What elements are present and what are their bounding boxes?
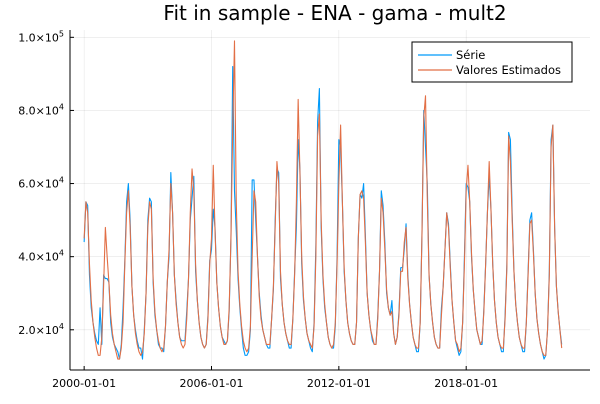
chart-title: Fit in sample - ENA - gama - mult2: [163, 1, 506, 25]
legend-label-valores-estimados: Valores Estimados: [456, 63, 561, 77]
y-tick-label: 6.0×104: [18, 176, 64, 191]
x-tick-label: 2006-01-01: [180, 377, 244, 390]
tick-labels: 2.0×104 4.0×104 6.0×104 8.0×104 1.0×105 2000-…: [18, 29, 498, 390]
legend-box: [411, 41, 573, 83]
x-tick-label: 2012-01-01: [307, 377, 371, 390]
x-tick-label: 2000-01-01: [52, 377, 116, 390]
y-tick-label: 1.0×105: [18, 29, 64, 44]
legend: Série Valores Estimados: [411, 41, 573, 83]
y-tick-label: 2.0×104: [18, 322, 64, 337]
axes: [69, 30, 590, 371]
y-tick-label: 8.0×104: [18, 102, 64, 117]
series-lines: [83, 40, 563, 360]
series-line-valores-estimados: [83, 40, 563, 360]
legend-label-serie: Série: [456, 48, 485, 62]
y-tick-label: 4.0×104: [18, 249, 64, 264]
x-tick-label: 2018-01-01: [434, 377, 498, 390]
